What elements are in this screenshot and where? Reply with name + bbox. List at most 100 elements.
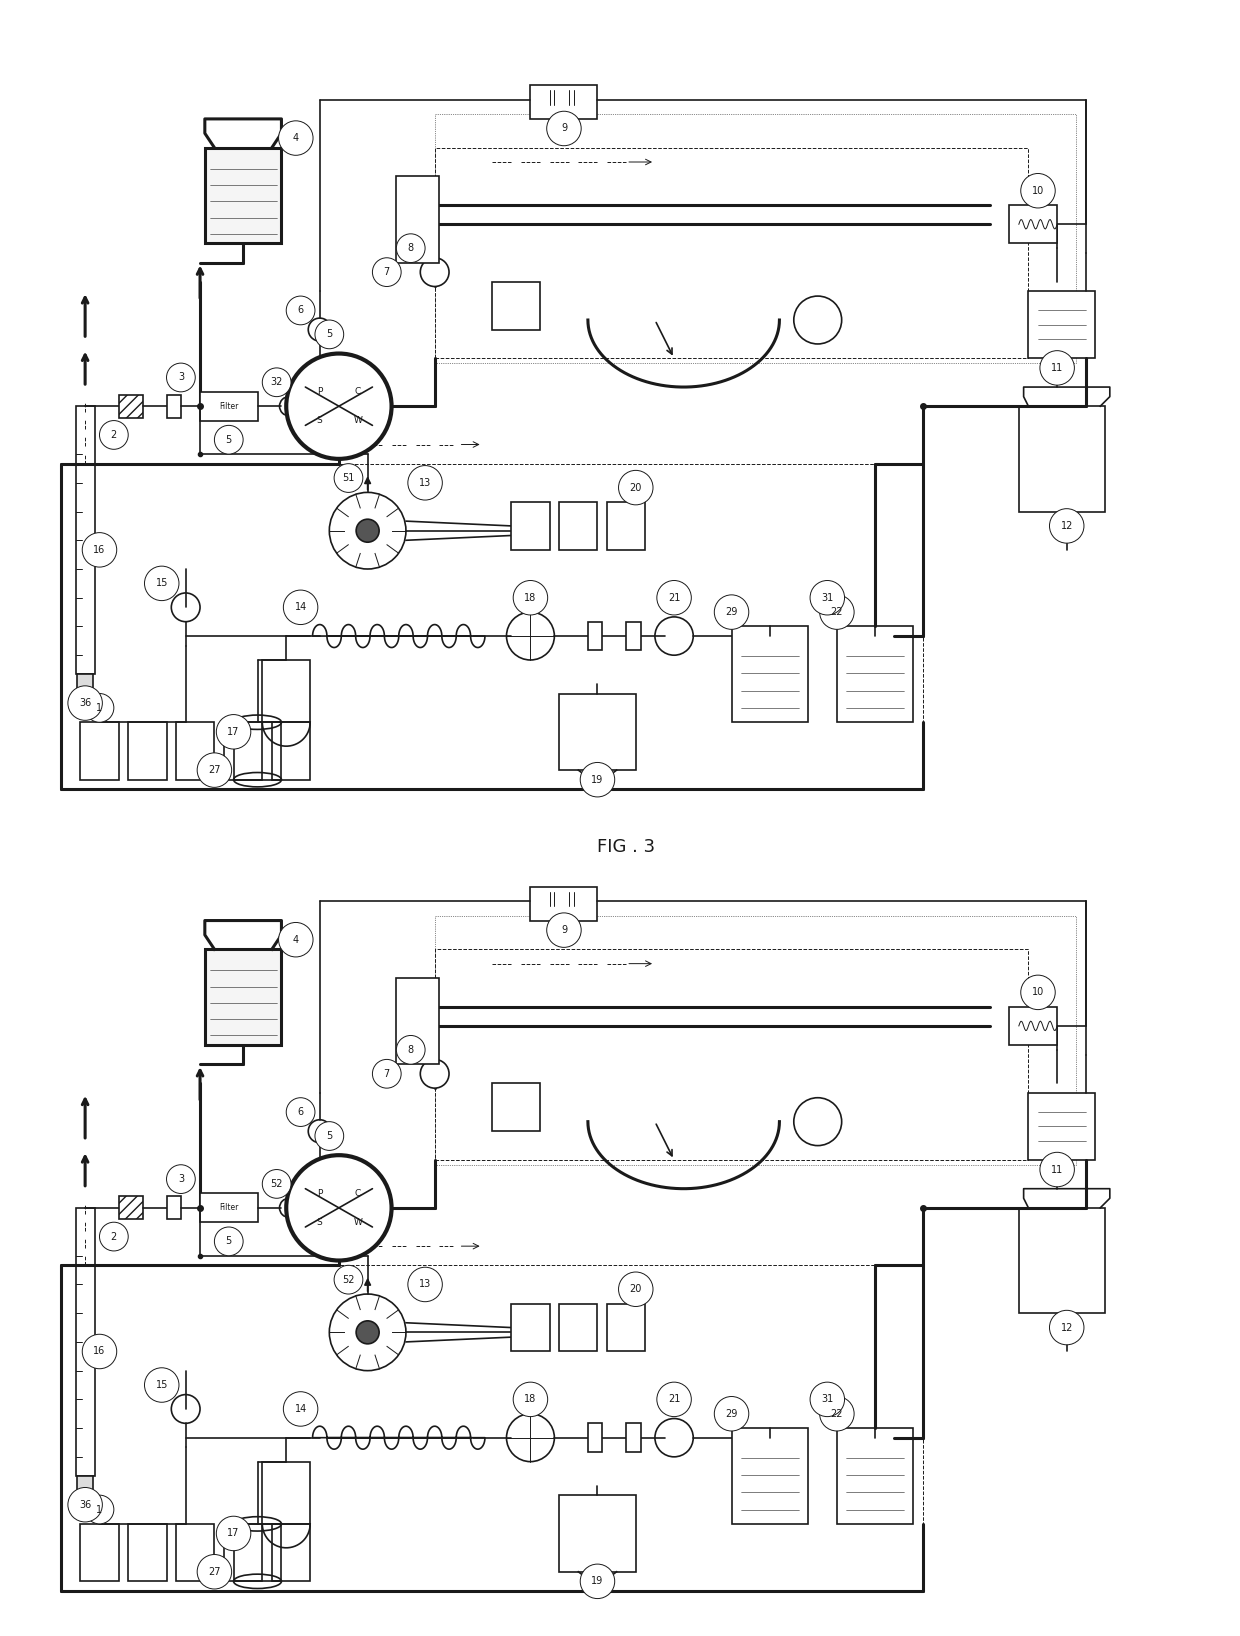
Circle shape — [580, 762, 615, 797]
Circle shape — [580, 1564, 615, 1598]
Circle shape — [279, 923, 312, 957]
Circle shape — [279, 121, 312, 155]
Circle shape — [714, 1397, 749, 1432]
Circle shape — [284, 1392, 317, 1427]
Bar — [81, 721, 119, 780]
Text: 8: 8 — [408, 1045, 414, 1055]
Text: 16: 16 — [93, 545, 105, 555]
Text: 9: 9 — [560, 924, 567, 936]
Circle shape — [99, 420, 128, 450]
Circle shape — [334, 1265, 363, 1294]
Bar — [397, 978, 439, 1063]
Text: 31: 31 — [821, 592, 833, 602]
Text: 7: 7 — [383, 267, 389, 276]
Circle shape — [82, 1335, 117, 1369]
Circle shape — [86, 694, 114, 721]
Bar — [435, 949, 1028, 1160]
Text: C: C — [355, 1189, 361, 1198]
Text: 14: 14 — [294, 602, 306, 612]
Circle shape — [420, 258, 449, 286]
Text: 22: 22 — [831, 1409, 843, 1418]
Circle shape — [372, 258, 402, 286]
Bar — [61, 1265, 923, 1590]
Circle shape — [315, 321, 343, 348]
Text: 27: 27 — [208, 1567, 221, 1577]
Circle shape — [263, 1170, 291, 1198]
Text: 36: 36 — [79, 1500, 92, 1510]
Bar — [166, 394, 181, 417]
Circle shape — [197, 753, 232, 787]
Bar — [1019, 1207, 1105, 1314]
Text: FIG . 3: FIG . 3 — [598, 838, 655, 856]
Bar — [205, 147, 281, 244]
Bar — [128, 721, 166, 780]
Bar — [492, 1083, 539, 1130]
Text: 5: 5 — [326, 1130, 332, 1140]
Text: 10: 10 — [1032, 988, 1044, 998]
Bar — [176, 1523, 215, 1582]
Bar — [1028, 291, 1095, 358]
Text: 27: 27 — [208, 766, 221, 775]
Circle shape — [397, 234, 425, 262]
Bar — [200, 393, 258, 420]
Text: 18: 18 — [525, 592, 537, 602]
Bar — [531, 887, 598, 921]
Circle shape — [547, 111, 582, 146]
Circle shape — [334, 463, 363, 492]
Circle shape — [1040, 1152, 1074, 1186]
Circle shape — [810, 1382, 844, 1417]
Circle shape — [216, 1517, 250, 1551]
Bar — [608, 1304, 645, 1351]
Text: 5: 5 — [226, 1237, 232, 1247]
Bar — [837, 1428, 914, 1523]
Text: P: P — [317, 1189, 322, 1198]
Circle shape — [284, 591, 317, 625]
Circle shape — [356, 1320, 379, 1343]
Circle shape — [286, 1098, 315, 1127]
Text: 31: 31 — [821, 1394, 833, 1404]
Text: 16: 16 — [93, 1346, 105, 1356]
Text: 29: 29 — [725, 1409, 738, 1418]
Bar — [1028, 1093, 1095, 1160]
Text: 10: 10 — [1032, 187, 1044, 196]
Text: S: S — [317, 1217, 322, 1227]
Bar — [272, 721, 310, 780]
Circle shape — [286, 296, 315, 326]
Bar — [626, 622, 641, 651]
Bar — [837, 627, 914, 721]
Circle shape — [657, 1382, 692, 1417]
Circle shape — [420, 1060, 449, 1088]
Circle shape — [619, 1273, 653, 1307]
Text: 2: 2 — [110, 1232, 117, 1242]
Circle shape — [82, 533, 117, 568]
Bar — [205, 949, 281, 1045]
Circle shape — [315, 1122, 343, 1150]
Bar — [263, 1461, 310, 1523]
Text: 36: 36 — [79, 699, 92, 708]
Text: W: W — [353, 1217, 362, 1227]
Circle shape — [263, 368, 291, 396]
Bar — [531, 85, 598, 119]
Circle shape — [166, 1165, 195, 1194]
Circle shape — [166, 363, 195, 393]
Text: P: P — [317, 388, 322, 396]
Bar — [272, 1523, 310, 1582]
Text: 15: 15 — [155, 579, 167, 589]
Bar — [559, 502, 598, 550]
Bar — [608, 502, 645, 550]
Circle shape — [286, 353, 392, 458]
Circle shape — [372, 1060, 402, 1088]
Bar — [626, 1423, 641, 1453]
Text: 4: 4 — [293, 133, 299, 142]
Bar — [492, 281, 539, 329]
Bar — [1009, 1006, 1058, 1045]
Text: 22: 22 — [831, 607, 843, 617]
Text: 12: 12 — [1060, 520, 1073, 532]
Bar — [61, 463, 923, 789]
Text: 15: 15 — [155, 1381, 167, 1391]
Bar — [81, 1523, 119, 1582]
Text: 3: 3 — [177, 373, 184, 383]
Circle shape — [286, 1155, 392, 1260]
Text: 11: 11 — [1052, 363, 1063, 373]
Circle shape — [1049, 509, 1084, 543]
